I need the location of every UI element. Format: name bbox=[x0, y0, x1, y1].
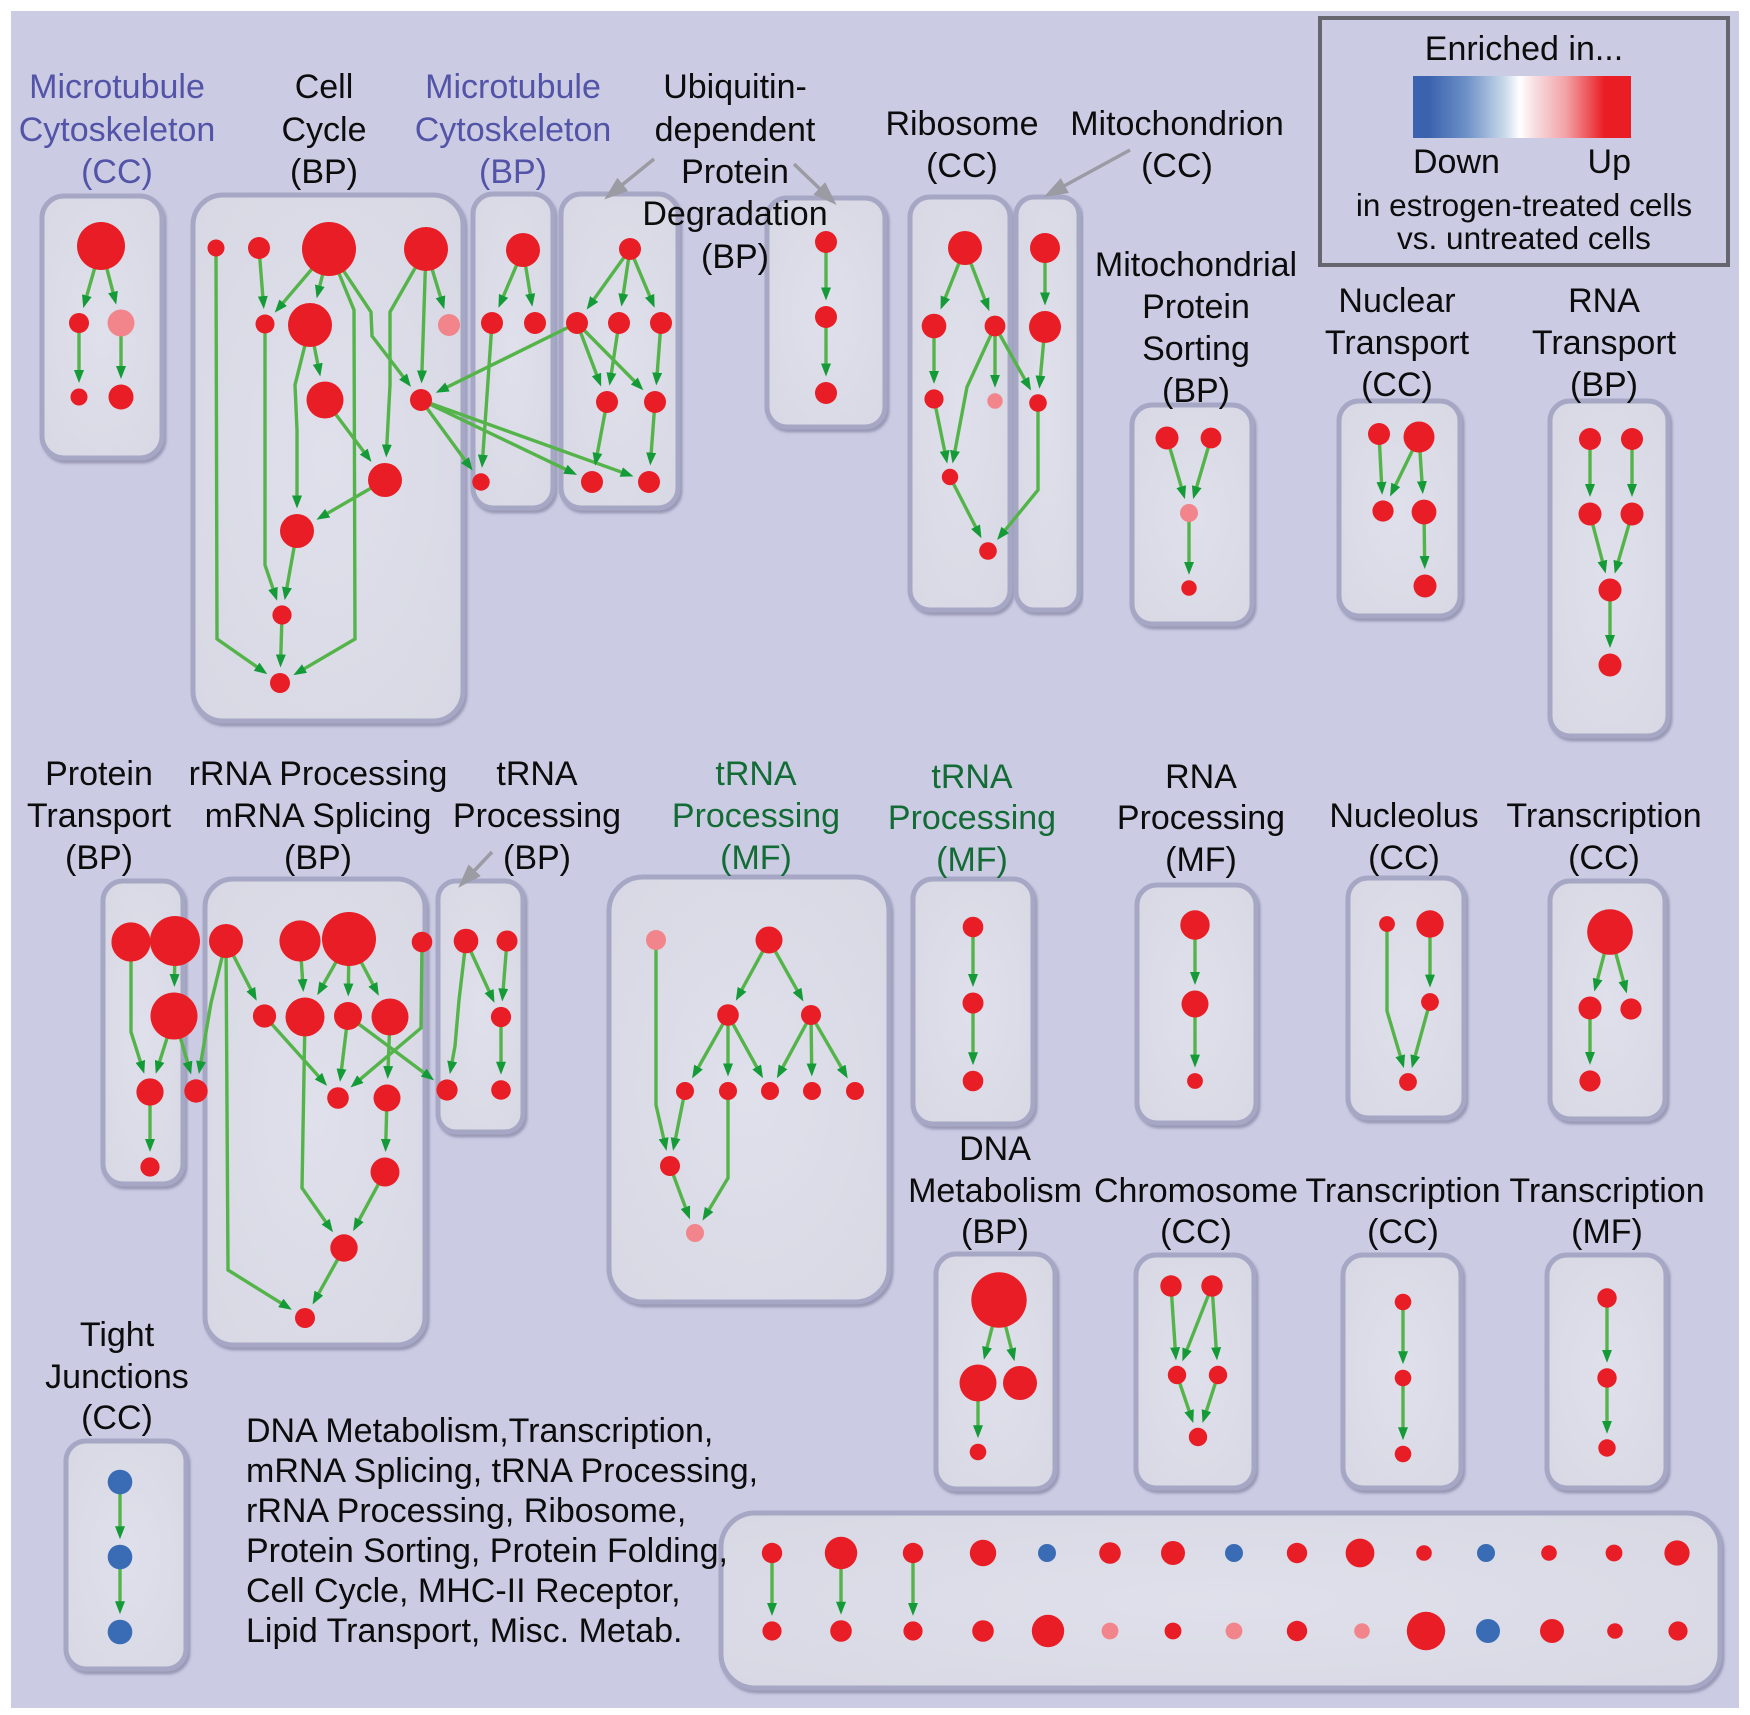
svg-text:Processing: Processing bbox=[888, 799, 1056, 837]
svg-text:RNA: RNA bbox=[1165, 758, 1237, 796]
svg-text:tRNA: tRNA bbox=[715, 755, 797, 793]
svg-text:(CC): (CC) bbox=[81, 153, 153, 191]
svg-text:(CC): (CC) bbox=[1368, 839, 1440, 877]
svg-text:(MF): (MF) bbox=[1165, 841, 1237, 879]
svg-text:DNA Metabolism,Transcription,: DNA Metabolism,Transcription, bbox=[246, 1412, 713, 1450]
svg-text:Transport: Transport bbox=[1325, 324, 1470, 362]
svg-text:in estrogen-treated cells: in estrogen-treated cells bbox=[1356, 187, 1692, 223]
svg-text:Nuclear: Nuclear bbox=[1338, 282, 1455, 320]
svg-text:(MF): (MF) bbox=[1571, 1213, 1643, 1251]
svg-text:DNA: DNA bbox=[959, 1130, 1031, 1168]
svg-text:Processing: Processing bbox=[453, 797, 621, 835]
svg-text:Up: Up bbox=[1588, 143, 1631, 181]
svg-text:(BP): (BP) bbox=[65, 839, 133, 877]
svg-text:(CC): (CC) bbox=[1160, 1213, 1232, 1251]
svg-text:(BP): (BP) bbox=[1570, 366, 1638, 404]
svg-text:mRNA Splicing: mRNA Splicing bbox=[205, 797, 432, 835]
svg-text:(CC): (CC) bbox=[81, 1399, 153, 1437]
svg-text:Processing: Processing bbox=[672, 797, 840, 835]
svg-text:Nucleolus: Nucleolus bbox=[1329, 797, 1478, 835]
svg-text:Protein Sorting, Protein Foldi: Protein Sorting, Protein Folding, bbox=[246, 1532, 728, 1570]
svg-text:Transcription: Transcription bbox=[1509, 1172, 1704, 1210]
svg-text:Cytoskeleton: Cytoskeleton bbox=[19, 111, 216, 149]
svg-text:Protein: Protein bbox=[681, 153, 789, 191]
svg-text:(BP): (BP) bbox=[1162, 372, 1230, 410]
svg-text:rRNA Processing, Ribosome,: rRNA Processing, Ribosome, bbox=[246, 1492, 686, 1530]
svg-text:Protein: Protein bbox=[1142, 288, 1250, 326]
svg-text:Microtubule: Microtubule bbox=[425, 68, 601, 106]
svg-text:rRNA Processing: rRNA Processing bbox=[189, 755, 448, 793]
svg-text:(CC): (CC) bbox=[1568, 839, 1640, 877]
svg-text:Cytoskeleton: Cytoskeleton bbox=[415, 111, 612, 149]
svg-text:(MF): (MF) bbox=[936, 841, 1008, 879]
svg-text:dependent: dependent bbox=[655, 111, 816, 149]
svg-text:Metabolism: Metabolism bbox=[908, 1172, 1082, 1210]
svg-text:(CC): (CC) bbox=[1367, 1213, 1439, 1251]
svg-text:Microtubule: Microtubule bbox=[29, 68, 205, 106]
svg-text:Transcription: Transcription bbox=[1506, 797, 1701, 835]
svg-text:Down: Down bbox=[1413, 143, 1500, 181]
svg-text:(BP): (BP) bbox=[479, 153, 547, 191]
svg-text:Lipid Transport, Misc. Metab.: Lipid Transport, Misc. Metab. bbox=[246, 1612, 683, 1650]
svg-text:tRNA: tRNA bbox=[931, 758, 1013, 796]
svg-text:Degradation: Degradation bbox=[642, 195, 827, 233]
svg-text:vs. untreated cells: vs. untreated cells bbox=[1397, 220, 1651, 256]
svg-text:Processing: Processing bbox=[1117, 799, 1285, 837]
svg-text:Enriched in...: Enriched in... bbox=[1425, 30, 1623, 68]
svg-text:Tight: Tight bbox=[80, 1316, 155, 1354]
svg-text:(MF): (MF) bbox=[720, 839, 792, 877]
svg-text:Cell Cycle, MHC-II Receptor,: Cell Cycle, MHC-II Receptor, bbox=[246, 1572, 681, 1610]
svg-text:mRNA Splicing, tRNA Processing: mRNA Splicing, tRNA Processing, bbox=[246, 1452, 758, 1490]
svg-text:(BP): (BP) bbox=[701, 238, 769, 276]
svg-text:Transcription: Transcription bbox=[1305, 1172, 1500, 1210]
svg-text:Mitochondrion: Mitochondrion bbox=[1070, 105, 1284, 143]
svg-text:(BP): (BP) bbox=[503, 839, 571, 877]
svg-text:Mitochondrial: Mitochondrial bbox=[1095, 246, 1297, 284]
svg-text:(CC): (CC) bbox=[1361, 366, 1433, 404]
svg-text:tRNA: tRNA bbox=[496, 755, 578, 793]
svg-text:Sorting: Sorting bbox=[1142, 330, 1250, 368]
svg-text:Protein: Protein bbox=[45, 755, 153, 793]
svg-text:(BP): (BP) bbox=[290, 153, 358, 191]
svg-text:Cycle: Cycle bbox=[281, 111, 366, 149]
svg-text:Chromosome: Chromosome bbox=[1094, 1172, 1298, 1210]
svg-text:(CC): (CC) bbox=[1141, 147, 1213, 185]
svg-text:(BP): (BP) bbox=[961, 1213, 1029, 1251]
svg-text:Cell: Cell bbox=[295, 68, 354, 106]
svg-text:Transport: Transport bbox=[1532, 324, 1677, 362]
svg-text:Ubiquitin-: Ubiquitin- bbox=[663, 68, 807, 106]
svg-text:RNA: RNA bbox=[1568, 282, 1640, 320]
svg-text:Ribosome: Ribosome bbox=[885, 105, 1038, 143]
svg-text:(BP): (BP) bbox=[284, 839, 352, 877]
svg-text:Junctions: Junctions bbox=[45, 1358, 189, 1396]
svg-text:(CC): (CC) bbox=[926, 147, 998, 185]
svg-text:Transport: Transport bbox=[27, 797, 172, 835]
